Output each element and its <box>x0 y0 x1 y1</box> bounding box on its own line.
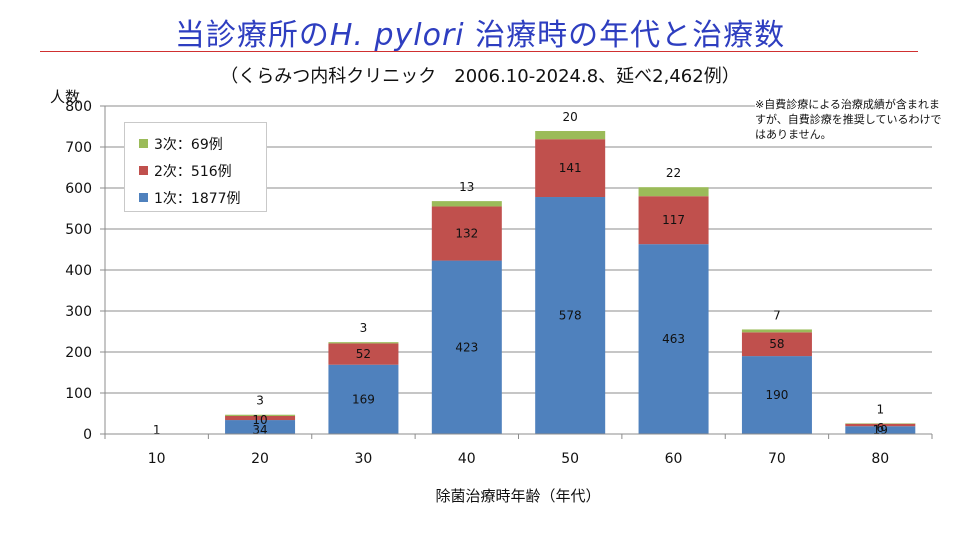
x-tick-label-30: 30 <box>355 451 373 467</box>
x-tick-label-10: 10 <box>148 451 166 467</box>
data-label-20-s3: 3 <box>256 394 264 408</box>
bar-30-s1 <box>328 364 399 434</box>
x-tick-label-40: 40 <box>458 451 476 467</box>
data-label-40-s1: 423 <box>455 340 478 354</box>
legend-swatch-third <box>139 139 148 148</box>
disclaimer-note: ※自費診療による治療成績が含まれますが、自費診療を推奨しているわけではありません… <box>755 97 945 142</box>
bar-20-s3 <box>225 414 296 416</box>
x-axis-label: 除菌治療時年齢（年代） <box>435 487 600 505</box>
y-tick-label-600: 600 <box>65 181 92 197</box>
data-label-20-s2: 10 <box>252 413 267 427</box>
data-label-50-s2: 141 <box>559 161 582 175</box>
legend-item-first: 1次：1877例 <box>125 184 266 211</box>
data-label-70-s2: 58 <box>769 337 784 351</box>
legend-item-third: 3次：69例 <box>125 130 266 157</box>
data-label-30-s3: 3 <box>360 321 368 335</box>
legend-label-first: 1次：1877例 <box>154 190 241 207</box>
chart-subtitle: （くらみつ内科クリニック 2006.10-2024.8、延べ2,462例） <box>220 66 740 87</box>
bar-30-s3 <box>328 342 399 344</box>
data-label-60-s1: 463 <box>662 332 685 346</box>
bar-40-s1 <box>431 260 502 434</box>
x-tick-label-60: 60 <box>665 451 683 467</box>
y-tick-label-700: 700 <box>65 140 92 156</box>
data-label-10-s1: 1 <box>153 423 161 437</box>
legend-swatch-first <box>139 193 148 202</box>
x-tick-label-20: 20 <box>251 451 269 467</box>
bar-50-s2 <box>535 139 606 198</box>
y-tick-label-400: 400 <box>65 263 92 279</box>
data-label-70-s3: 7 <box>773 308 781 322</box>
bar-40-s2 <box>431 206 502 261</box>
bar-70-s1 <box>741 356 812 434</box>
bars <box>121 131 916 435</box>
y-tick-label-200: 200 <box>65 345 92 361</box>
data-label-60-s2: 117 <box>662 213 685 227</box>
chart-title: 当診療所のH. pylori 治療時の年代と治療数 <box>174 18 786 53</box>
x-tick-label-70: 70 <box>768 451 786 467</box>
data-label-50-s3: 20 <box>563 110 578 124</box>
y-tick-label-0: 0 <box>83 427 92 443</box>
bar-40-s3 <box>431 201 502 207</box>
data-label-70-s1: 190 <box>765 388 788 402</box>
y-tick-label-500: 500 <box>65 222 92 238</box>
y-tick-label-800: 800 <box>65 99 92 115</box>
data-label-30-s1: 169 <box>352 392 375 406</box>
bar-70-s3 <box>741 329 812 333</box>
bar-80-s1 <box>845 426 916 434</box>
bar-60-s1 <box>638 244 709 434</box>
legend-label-third: 3次：69例 <box>154 136 223 153</box>
bar-70-s2 <box>741 332 812 357</box>
legend: 3次：69例 2次：516例 1次：1877例 <box>124 122 267 212</box>
bar-50-s1 <box>535 197 606 434</box>
bar-60-s2 <box>638 196 709 245</box>
data-label-30-s2: 52 <box>356 347 371 361</box>
data-label-40-s3: 13 <box>459 180 474 194</box>
data-label-50-s1: 578 <box>559 309 582 323</box>
title-divider <box>40 51 918 52</box>
data-label-40-s2: 132 <box>455 227 478 241</box>
bar-50-s3 <box>535 131 606 140</box>
bar-80-s2 <box>845 423 916 427</box>
bar-60-s3 <box>638 187 709 197</box>
bar-20-s2 <box>225 415 296 421</box>
bar-20-s1 <box>225 420 296 434</box>
data-label-80-s2: 6 <box>876 421 884 435</box>
data-label-80-s3: 1 <box>876 402 884 416</box>
y-axis-label: 人数 <box>50 88 80 106</box>
legend-item-second: 2次：516例 <box>125 157 266 184</box>
legend-swatch-second <box>139 166 148 175</box>
y-tick-label-100: 100 <box>65 386 92 402</box>
x-tick-label-50: 50 <box>561 451 579 467</box>
y-tick-label-300: 300 <box>65 304 92 320</box>
legend-label-second: 2次：516例 <box>154 163 232 180</box>
x-tick-label-80: 80 <box>871 451 889 467</box>
axes: 0 100 200 300 400 500 600 700 800 10 20 30 40 50 60 70 8… <box>65 99 933 467</box>
data-label-60-s3: 22 <box>666 166 681 180</box>
bar-30-s2 <box>328 343 399 365</box>
bar-80-s3 <box>845 423 916 424</box>
